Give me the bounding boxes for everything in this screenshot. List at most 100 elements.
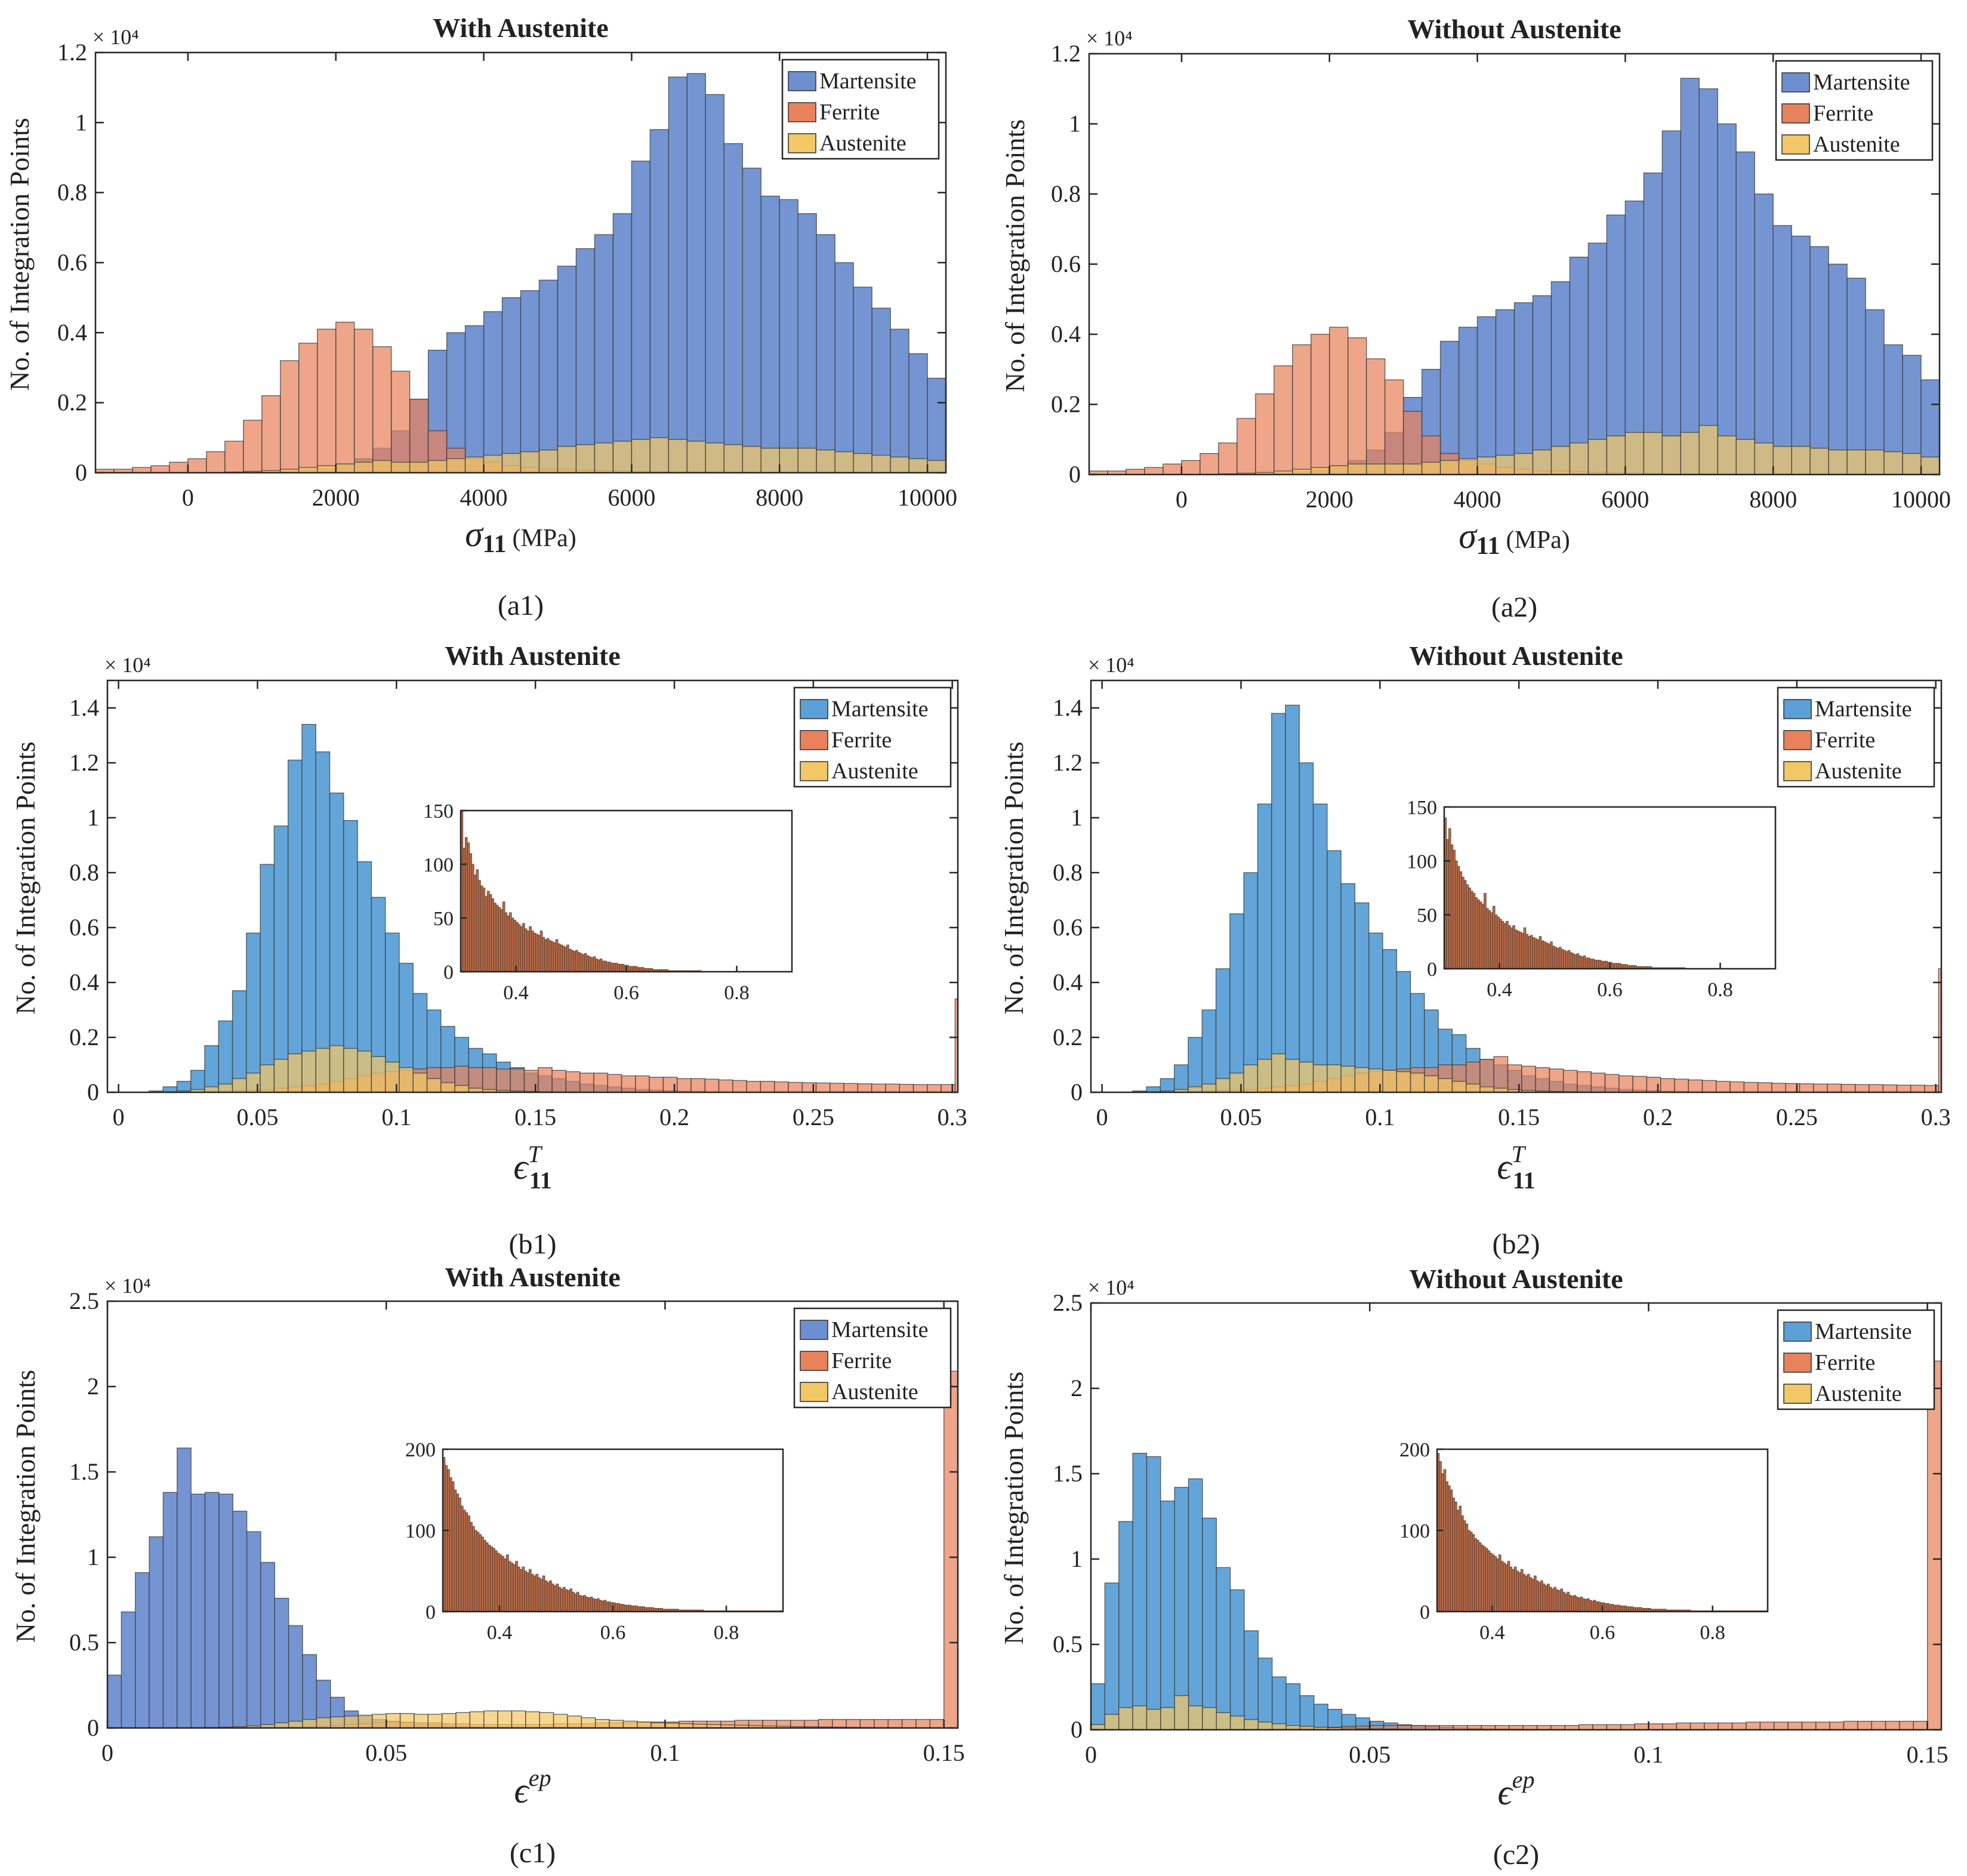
bar-ferrite (353, 328, 374, 473)
inset-chart: 0.4 0.6 0.8 0 100 200 (1399, 1439, 1769, 1644)
chart-panel-a1: 0 2000 4000 6000 8000 10000 0 0.2 0.4 0.6 0.8 1 1.2×… (4, 13, 1020, 621)
inset-bar (464, 837, 468, 972)
legend-swatch-ferrite (800, 1351, 828, 1371)
inset-bar (1536, 939, 1540, 969)
series-austenite (177, 1710, 958, 1728)
bar-ferrite (372, 346, 392, 473)
inset-bar (546, 938, 550, 972)
inset-x-tick-label: 0.4 (1479, 1622, 1505, 1644)
legend-swatch-ferrite (1783, 730, 1812, 750)
inset-bar (1469, 1532, 1473, 1612)
x-label-sub: 11 (1476, 532, 1500, 560)
inset-bar (482, 888, 486, 972)
bar-martensite (1271, 713, 1286, 1092)
bar-martensite (288, 1625, 303, 1728)
bar-ferrite (760, 1080, 775, 1092)
bar-austenite (343, 1048, 358, 1092)
x-tick-label: 0.2 (659, 1104, 689, 1130)
bar-ferrite (621, 1075, 636, 1092)
bar-martensite (1606, 214, 1626, 475)
inset-bar (1589, 959, 1593, 969)
inset-bar (1503, 923, 1507, 969)
inset-y-tick-label: 100 (405, 1520, 436, 1542)
inset-x-tick-label: 0.8 (1707, 979, 1733, 1001)
inset-bar (1453, 849, 1456, 969)
bar-martensite (668, 76, 688, 473)
inset-bar (1572, 953, 1575, 969)
y-tick-label: 2 (1071, 1375, 1083, 1401)
inset-bars (460, 810, 702, 972)
bar-martensite (1160, 1078, 1175, 1092)
inset-bar (553, 1585, 557, 1612)
bar-austenite (287, 1053, 303, 1092)
legend: Martensite Ferrite Austenite (781, 58, 940, 160)
bar-martensite (1624, 201, 1645, 475)
inset-bar (1580, 1597, 1583, 1612)
bar-martensite (1271, 1676, 1287, 1730)
inset-bar (1606, 1603, 1610, 1612)
legend-swatch-ferrite (1783, 1353, 1812, 1373)
y-tick-label: 0.4 (1053, 969, 1083, 996)
bar-austenite (575, 444, 596, 473)
bar-ferrite (1787, 1721, 1803, 1730)
bar-ferrite (773, 1081, 789, 1092)
legend-label-austenite: Austenite (1813, 132, 1900, 157)
inset-x-tick-label: 0.8 (1700, 1622, 1725, 1644)
x-tick-label: 6000 (1601, 486, 1649, 513)
inset-bar (1488, 910, 1491, 969)
bar-austenite (1402, 463, 1423, 475)
y-multiplier: × 10⁴ (104, 653, 151, 677)
inset-y-tick-label: 200 (405, 1439, 436, 1461)
bar-austenite (705, 442, 724, 473)
inset-bar (1462, 876, 1465, 969)
inset-bar (590, 1597, 593, 1612)
inset-bar (1483, 1546, 1486, 1612)
inset-bar (1543, 941, 1546, 969)
bar-ferrite (1648, 1723, 1663, 1730)
inset-bar (1589, 1600, 1592, 1612)
inset-bar (458, 1498, 461, 1612)
inset-bar (1525, 934, 1529, 969)
bar-martensite (260, 1561, 276, 1728)
inset-bar (619, 963, 622, 972)
inset-bar (1532, 937, 1536, 969)
bar-ferrite (510, 1068, 525, 1092)
bar-austenite (631, 439, 651, 473)
inset-bar (606, 1601, 609, 1612)
bar-ferrite (261, 395, 281, 473)
inset-x-tick-label: 0.8 (714, 1622, 739, 1644)
y-tick-label: 1 (1071, 1545, 1083, 1572)
bar-austenite (594, 1718, 610, 1728)
bar-ferrite (843, 1083, 859, 1092)
bar-martensite (204, 1045, 219, 1092)
bar-austenite (871, 454, 891, 473)
bar-austenite (371, 1056, 386, 1092)
y-tick-label: 1.2 (1053, 749, 1083, 776)
inset-bar (1454, 1501, 1457, 1612)
bar-austenite (301, 1051, 316, 1092)
bar-martensite (1001, 441, 1020, 473)
inset-x-tick-label: 0.8 (724, 982, 750, 1004)
inset-bar (471, 864, 474, 972)
bar-austenite (853, 453, 872, 473)
inset-bar (542, 937, 545, 972)
bar-austenite (1754, 442, 1774, 475)
bar-austenite (1354, 1067, 1370, 1092)
inset-bar (584, 953, 587, 972)
y-tick-label: 1.2 (69, 749, 99, 776)
inset-bar (1558, 1590, 1561, 1612)
inset-bar (1445, 1481, 1448, 1612)
inset-bar (606, 962, 609, 972)
bar-ferrite (1493, 1056, 1509, 1092)
inset-bar (1490, 1552, 1493, 1612)
bars-b1 (149, 723, 958, 1092)
bar-austenite (1329, 465, 1349, 475)
bar-austenite (538, 449, 559, 473)
x-label-unit: (MPa) (1506, 526, 1570, 554)
bars-a2 (1089, 78, 1940, 475)
inset-bar (526, 1572, 529, 1612)
bar-austenite (1365, 463, 1386, 475)
inset-bar (1499, 919, 1502, 969)
inset-bar (531, 1573, 534, 1612)
bar-austenite (1624, 432, 1645, 475)
